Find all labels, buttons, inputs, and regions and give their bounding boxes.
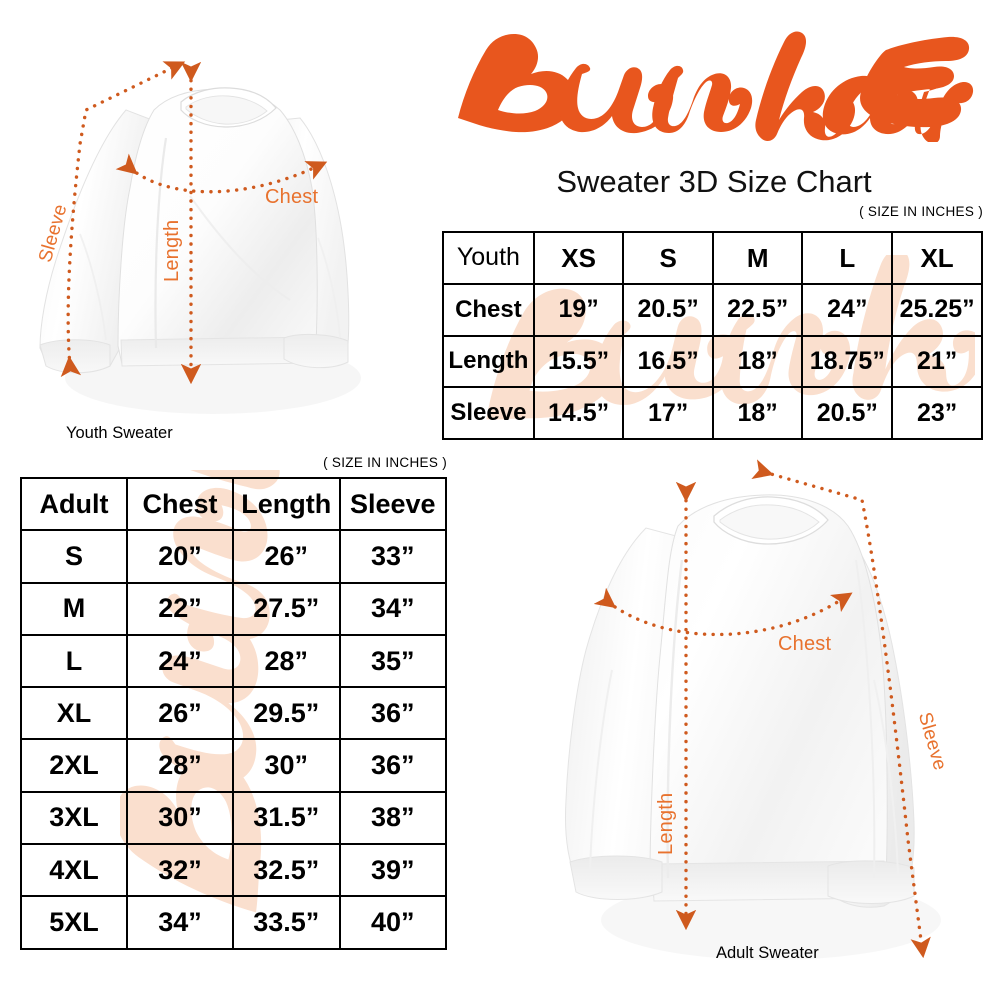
adult-size-5xl: 5XL xyxy=(20,895,128,950)
youth-length-xl: 21” xyxy=(891,334,983,389)
youth-sleeve-m: 18” xyxy=(711,386,804,440)
adult-s-sleeve: 33” xyxy=(338,529,448,584)
adult-size-2xl: 2XL xyxy=(20,738,128,793)
youth-col-xs: XS xyxy=(532,231,625,285)
table-row: Youth XS S M L XL xyxy=(442,231,983,285)
adult-3xl-chest: 30” xyxy=(125,790,235,846)
youth-unit-note: ( SIZE IN INCHES ) xyxy=(859,204,983,219)
table-row: 2XL 28” 30” 36” xyxy=(20,738,448,793)
youth-length-xs: 15.5” xyxy=(532,334,625,389)
youth-chest-m: 22.5” xyxy=(711,282,804,337)
youth-sleeve-s: 17” xyxy=(622,386,714,440)
youth-col-l: L xyxy=(801,231,894,285)
youth-chest-xs: 19” xyxy=(532,282,625,337)
adult-size-m: M xyxy=(20,581,128,636)
page-title: Sweater 3D Size Chart xyxy=(556,164,872,199)
adult-l-sleeve: 35” xyxy=(338,633,448,689)
adult-2xl-sleeve: 36” xyxy=(338,738,448,793)
adult-m-sleeve: 34” xyxy=(338,581,448,636)
youth-sleeve-l: 20.5” xyxy=(801,386,894,440)
table-row: 4XL 32” 32.5” 39” xyxy=(20,843,448,898)
youth-corner-label: Youth xyxy=(442,231,535,285)
youth-length-l: 18.75” xyxy=(801,334,894,389)
adult-xl-sleeve: 36” xyxy=(338,686,448,741)
adult-size-3xl: 3XL xyxy=(20,790,128,846)
adult-5xl-sleeve: 40” xyxy=(338,895,448,950)
youth-chest-xl: 25.25” xyxy=(891,282,983,337)
adult-l-length: 28” xyxy=(232,633,341,689)
youth-chest-measure-label: Chest xyxy=(265,186,319,208)
adult-size-xl: XL xyxy=(20,686,128,741)
table-row: 3XL 30” 31.5” 38” xyxy=(20,790,448,846)
adult-xl-chest: 26” xyxy=(125,686,235,741)
adult-size-l: L xyxy=(20,633,128,689)
adult-size-4xl: 4XL xyxy=(20,843,128,898)
adult-col-chest: Chest xyxy=(125,476,235,532)
youth-row-label-sleeve: Sleeve xyxy=(442,386,535,440)
adult-size-table: Adult Chest Length Sleeve S 20” 26” 33” … xyxy=(20,476,448,950)
adult-4xl-chest: 32” xyxy=(125,843,235,898)
table-row: M 22” 27.5” 34” xyxy=(20,581,448,636)
youth-chest-s: 20.5” xyxy=(622,282,714,337)
youth-length-m: 18” xyxy=(711,334,804,389)
adult-3xl-length: 31.5” xyxy=(232,790,341,846)
adult-l-chest: 24” xyxy=(125,633,235,689)
youth-sweater-illustration xyxy=(18,48,428,448)
adult-4xl-length: 32.5” xyxy=(232,843,341,898)
adult-unit-note: ( SIZE IN INCHES ) xyxy=(323,455,447,470)
youth-row-label-chest: Chest xyxy=(442,282,535,337)
table-row: L 24” 28” 35” xyxy=(20,633,448,689)
table-row: Adult Chest Length Sleeve xyxy=(20,476,448,532)
table-row: 5XL 34” 33.5” 40” xyxy=(20,895,448,950)
youth-chest-l: 24” xyxy=(801,282,894,337)
table-row: S 20” 26” 33” xyxy=(20,529,448,584)
adult-col-sleeve: Sleeve xyxy=(338,476,448,532)
table-row: Chest 19” 20.5” 22.5” 24” 25.25” xyxy=(442,282,983,337)
adult-5xl-chest: 34” xyxy=(125,895,235,950)
youth-col-xl: XL xyxy=(891,231,983,285)
table-row: Length 15.5” 16.5” 18” 18.75” 21” xyxy=(442,334,983,389)
youth-sleeve-xl: 23” xyxy=(891,386,983,440)
adult-s-length: 26” xyxy=(232,529,341,584)
adult-4xl-sleeve: 39” xyxy=(338,843,448,898)
adult-sweater-illustration xyxy=(556,450,996,990)
adult-2xl-length: 30” xyxy=(232,738,341,793)
dunkare-logo xyxy=(440,22,988,142)
adult-col-length: Length xyxy=(232,476,341,532)
adult-s-chest: 20” xyxy=(125,529,235,584)
brand-header: Sweater 3D Size Chart xyxy=(440,22,988,212)
adult-corner-label: Adult xyxy=(20,476,128,532)
adult-chest-measure-label: Chest xyxy=(778,633,832,655)
adult-5xl-length: 33.5” xyxy=(232,895,341,950)
youth-col-s: S xyxy=(622,231,714,285)
adult-2xl-chest: 28” xyxy=(125,738,235,793)
adult-xl-length: 29.5” xyxy=(232,686,341,741)
table-row: Sleeve 14.5” 17” 18” 20.5” 23” xyxy=(442,386,983,440)
youth-row-label-length: Length xyxy=(442,334,535,389)
adult-size-s: S xyxy=(20,529,128,584)
youth-size-table: Youth XS S M L XL Chest 19” 20.5” 22.5” … xyxy=(442,231,983,440)
adult-m-chest: 22” xyxy=(125,581,235,636)
youth-col-m: M xyxy=(711,231,804,285)
table-row: XL 26” 29.5” 36” xyxy=(20,686,448,741)
adult-m-length: 27.5” xyxy=(232,581,341,636)
youth-length-s: 16.5” xyxy=(622,334,714,389)
adult-3xl-sleeve: 38” xyxy=(338,790,448,846)
adult-sweater-caption: Adult Sweater xyxy=(716,944,819,962)
youth-sleeve-xs: 14.5” xyxy=(532,386,625,440)
